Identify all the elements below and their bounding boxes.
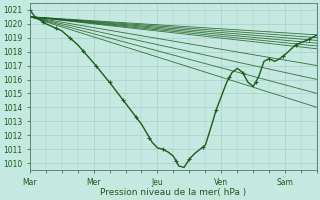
X-axis label: Pression niveau de la mer( hPa ): Pression niveau de la mer( hPa ) (100, 188, 247, 197)
